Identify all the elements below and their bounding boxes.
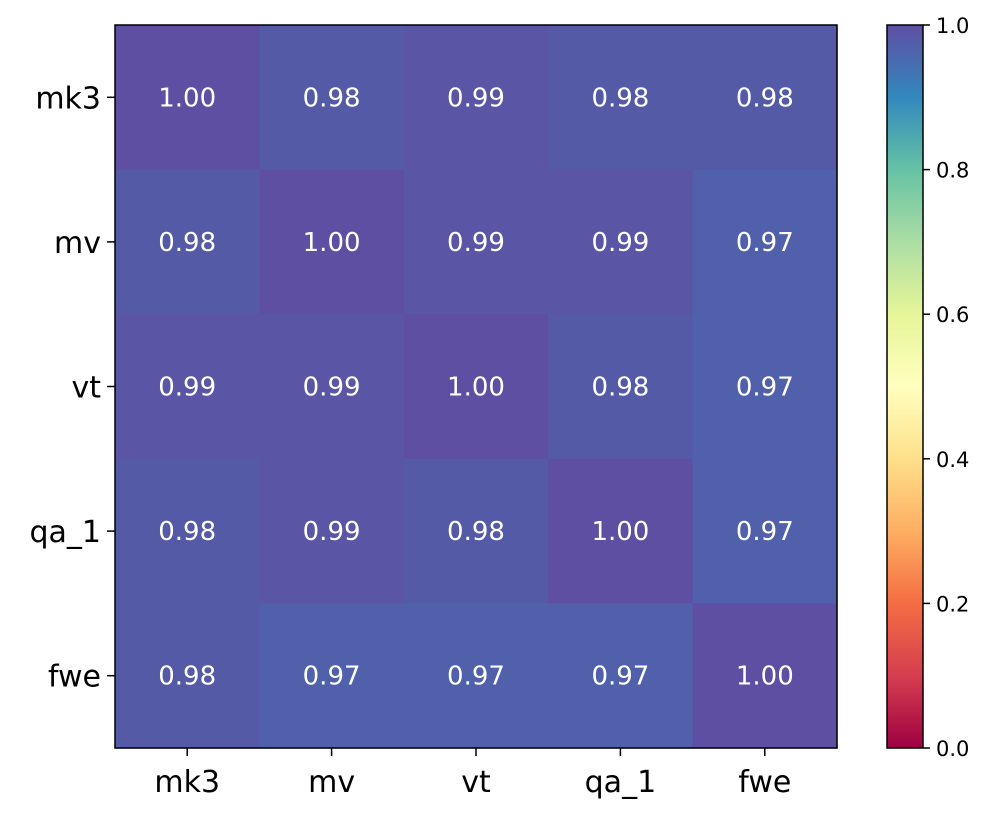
heatmap-cell (548, 603, 694, 749)
heatmap-cell (548, 458, 694, 604)
heatmap-cell (115, 25, 260, 171)
cell-value-label: 0.98 (591, 373, 649, 403)
x-tick-label: qa_1 (585, 765, 657, 800)
x-axis: mk3 mv vt qa_1 fwe (154, 748, 791, 800)
colorbar-tick-label: 0.8 (936, 159, 969, 183)
heatmap-cell (548, 25, 694, 171)
cell-value-label: 1.00 (591, 517, 649, 547)
colorbar-tick-label: 0.6 (936, 303, 969, 327)
cell-value-label: 0.98 (158, 517, 216, 547)
colorbar-tick-label: 0.0 (936, 737, 969, 761)
cell-value-label: 0.97 (736, 517, 794, 547)
cell-value-label: 0.97 (736, 228, 794, 258)
cell-value-label: 0.99 (158, 373, 216, 403)
y-tick-label: mv (54, 226, 101, 261)
heatmap-cell (403, 458, 549, 604)
cell-value-label: 1.00 (736, 662, 794, 692)
cell-value-label: 1.00 (447, 373, 505, 403)
cell-value-label: 0.97 (447, 662, 505, 692)
heatmap-cell (548, 169, 694, 315)
heatmap-cell (692, 169, 838, 315)
heatmap-cell-labels: 1.00 0.98 0.99 0.98 0.98 0.98 1.00 0.99 0.99 0.97… (158, 83, 793, 691)
heatmap-cell (403, 314, 549, 460)
cell-value-label: 0.99 (447, 228, 505, 258)
heatmap-cell (548, 314, 694, 460)
heatmap-cell (259, 25, 405, 171)
heatmap-cell (403, 169, 549, 315)
x-tick-label: mk3 (154, 765, 220, 800)
heatmap-cell (692, 314, 838, 460)
heatmap-cell (259, 314, 405, 460)
heatmap-cells (115, 25, 838, 749)
x-tick-label: vt (461, 765, 491, 800)
colorbar (886, 24, 924, 749)
colorbar-tick-label: 1.0 (936, 14, 969, 38)
heatmap-cell (259, 169, 405, 315)
y-tick-label: mk3 (35, 81, 101, 116)
heatmap-cell (259, 603, 405, 749)
cell-value-label: 0.99 (591, 228, 649, 258)
cell-value-label: 0.99 (447, 83, 505, 113)
heatmap-cell (403, 25, 549, 171)
cell-value-label: 0.99 (303, 373, 361, 403)
heatmap-cell (115, 169, 260, 315)
heatmap-cell (692, 25, 838, 171)
colorbar-tick-label: 0.4 (936, 448, 969, 472)
cell-value-label: 1.00 (303, 228, 361, 258)
cell-value-label: 0.98 (736, 83, 794, 113)
colorbar-axis: 0.0 0.2 0.4 0.6 0.8 1.0 (923, 14, 969, 761)
y-tick-label: qa_1 (29, 515, 101, 550)
y-tick-label: vt (71, 371, 101, 406)
heatmap-cell (115, 458, 260, 604)
cell-value-label: 0.98 (303, 83, 361, 113)
x-tick-label: mv (308, 765, 355, 800)
heatmap-cell (115, 314, 260, 460)
cell-value-label: 0.99 (303, 517, 361, 547)
heatmap-cell (692, 458, 838, 604)
y-tick-label: fwe (48, 660, 101, 695)
cell-value-label: 0.98 (591, 83, 649, 113)
cell-value-label: 0.97 (736, 373, 794, 403)
cell-value-label: 0.98 (158, 228, 216, 258)
cell-value-label: 0.98 (447, 517, 505, 547)
heatmap-cell (115, 603, 260, 749)
cell-value-label: 0.97 (303, 662, 361, 692)
heatmap-cell (403, 603, 549, 749)
heatmap-cell (259, 458, 405, 604)
x-tick-label: fwe (738, 765, 791, 800)
cell-value-label: 0.98 (158, 662, 216, 692)
colorbar-tick-label: 0.2 (936, 592, 969, 616)
cell-value-label: 0.97 (591, 662, 649, 692)
heatmap-cell (692, 603, 838, 749)
cell-value-label: 1.00 (158, 83, 216, 113)
